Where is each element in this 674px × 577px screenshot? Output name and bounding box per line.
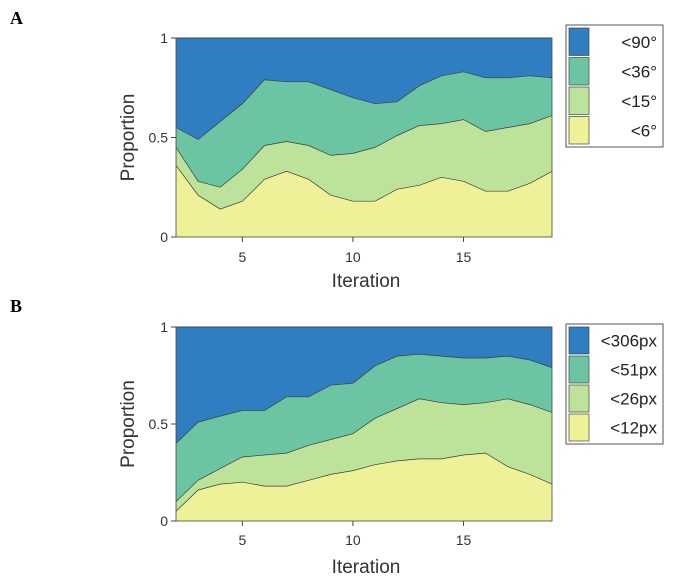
area-series-2 <box>176 398 552 512</box>
area-series-2 <box>176 115 552 210</box>
series-line-2 <box>175 398 553 502</box>
y-axis-title: Proportion <box>118 94 139 182</box>
x-tick-label: 15 <box>456 249 472 265</box>
y-tick-label: 0 <box>160 513 168 529</box>
legend-label: <26px <box>610 390 657 409</box>
panel-b: B00.515 10 15IterationProportion<306px<51p… <box>10 296 664 577</box>
legend-swatch <box>568 57 590 86</box>
legend-label: <306px <box>601 332 658 351</box>
legend-label: <6° <box>631 121 657 140</box>
series-line-3 <box>175 452 553 512</box>
x-tick-label: 5 <box>238 249 246 265</box>
series-line-1 <box>175 71 553 140</box>
area-series-3 <box>176 453 552 521</box>
legend-swatch <box>568 413 590 442</box>
legend-swatch <box>568 27 590 56</box>
y-tick-label: 0.5 <box>149 130 169 146</box>
x-axis-title: Iteration <box>332 557 401 577</box>
y-tick-label: 1 <box>160 319 168 335</box>
legend-swatch <box>568 116 590 145</box>
legend-swatch <box>568 384 590 413</box>
series-line-1 <box>175 353 553 444</box>
legend-swatch <box>568 326 590 355</box>
x-tick-label: 15 <box>456 532 472 548</box>
legend-label: <15° <box>621 92 657 111</box>
panel-a: A00.515 10 15IterationProportion<90°<36°<1… <box>10 8 664 292</box>
area-series-0 <box>176 327 552 444</box>
legend: <306px <51px <26px <12px <box>565 323 664 445</box>
x-tick-label: 10 <box>345 532 361 548</box>
legend: <90° <36° <15° <6° <box>565 24 664 148</box>
x-tick-label: 5 <box>238 532 246 548</box>
y-tick-label: 1 <box>160 30 168 46</box>
series-line-2 <box>175 115 553 188</box>
area-series-1 <box>176 354 552 502</box>
y-tick-label: 0.5 <box>149 416 169 432</box>
legend-label: <36° <box>621 62 657 81</box>
area-series-0 <box>176 38 552 140</box>
x-tick-label: 10 <box>345 249 361 265</box>
x-axis-title: Iteration <box>332 271 401 292</box>
panel-label: A <box>10 8 23 28</box>
legend-label: <12px <box>610 419 657 438</box>
legend-label: <90° <box>621 33 657 52</box>
panel-label: B <box>10 296 22 316</box>
legend-label: <51px <box>610 361 657 380</box>
y-tick-label: 0 <box>160 229 168 245</box>
y-axis-title: Proportion <box>118 380 139 468</box>
series-line-3 <box>175 165 553 210</box>
legend-swatch <box>568 355 590 384</box>
area-series-1 <box>176 71 552 188</box>
legend-swatch <box>568 86 590 115</box>
